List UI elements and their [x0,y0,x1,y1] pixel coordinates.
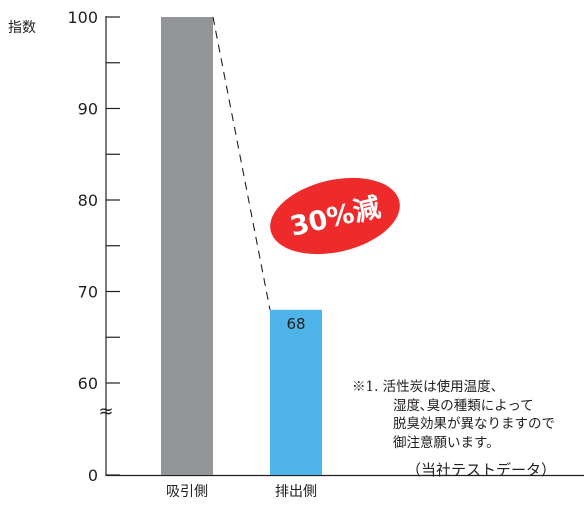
y-tick-label: 70 [78,283,98,302]
reduction-connector-line [212,16,271,310]
y-tick-label: 0 [88,466,98,485]
y-tick-label: 90 [78,100,98,119]
data-source-label: （当社テストデータ） [406,461,557,479]
footnote-line: 脱臭効果が異なりますので [393,416,555,432]
y-tick-label: 60 [78,374,98,393]
footnote-line: 御注意願います。 [393,434,500,451]
axis-break-symbol: ≈ [98,401,113,422]
reduction-callout-badge [270,177,400,255]
x-category-label: 排出側 [275,484,317,500]
footnote-line: 湿度､臭の種類によって [393,397,534,414]
y-tick-label: 100 [67,8,98,27]
y-tick-label: 80 [78,191,98,210]
bar [270,309,322,475]
footnote: ※1. 活性炭は使用温度、 湿度､臭の種類によって 脱臭効果が異なりますので 御… [352,378,582,452]
bar-value-label: 68 [286,315,305,333]
footnote-line: ※1. 活性炭は使用温度、 [352,379,505,395]
y-axis-title: 指数 [8,20,36,36]
bar [161,17,213,475]
x-category-label: 吸引側 [166,484,208,500]
